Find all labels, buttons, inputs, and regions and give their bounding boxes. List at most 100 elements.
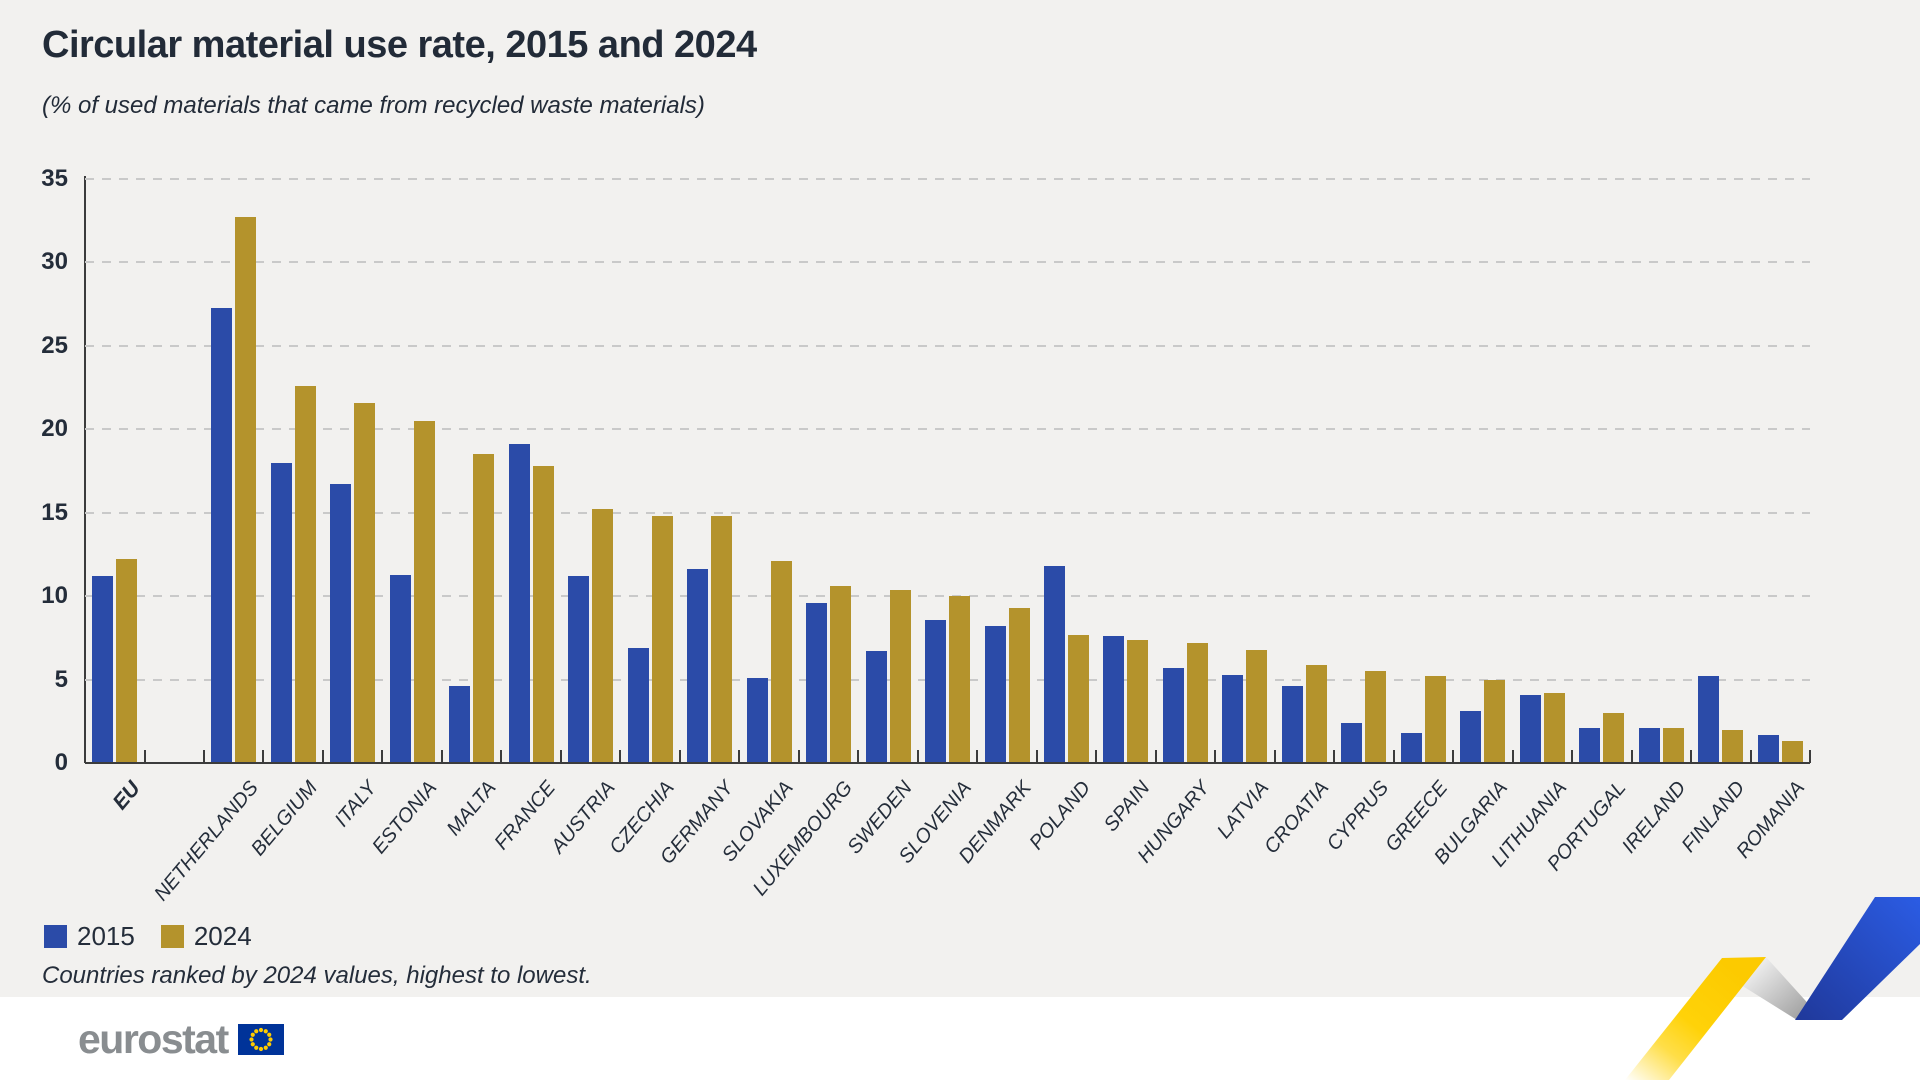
y-tick-label-35: 35 — [41, 165, 68, 192]
bar-2024-denmark — [1008, 607, 1030, 763]
bar-2024-bulgaria — [1484, 679, 1506, 763]
flag-star — [266, 1032, 272, 1037]
x-axis-tick — [738, 750, 741, 763]
x-axis-tick — [559, 750, 562, 763]
bar-2024-slovenia — [949, 596, 970, 763]
bar-2015-sweden — [865, 651, 887, 763]
x-axis-tick — [1511, 750, 1514, 763]
x-axis-tick — [916, 750, 919, 763]
y-tick-label-0: 0 — [54, 749, 68, 776]
bar-2015-hungary — [1162, 667, 1184, 763]
legend-label-2015: 2015 — [77, 921, 135, 951]
x-axis-tick — [1214, 750, 1217, 763]
chart-background-panel — [0, 0, 1920, 997]
eurostat-ribbon-decoration — [1625, 897, 1920, 1080]
bar-2015-ireland — [1638, 728, 1660, 763]
gridline-10 — [85, 595, 1810, 598]
bar-2015-lithuania — [1519, 694, 1541, 763]
bar-2015-france — [508, 444, 530, 763]
flag-star — [263, 1029, 268, 1034]
bar-2024-austria — [592, 509, 614, 763]
flag-star — [263, 1045, 268, 1050]
flag-star — [258, 1046, 263, 1052]
bar-2015-estonia — [389, 574, 411, 763]
gridline-25 — [85, 344, 1810, 347]
bar-2015-malta — [449, 686, 471, 763]
legend-item-2024: 2024 — [160, 921, 252, 952]
bar-2024-czechia — [651, 516, 673, 763]
bar-2024-greece — [1424, 676, 1446, 763]
gridline-30 — [85, 261, 1810, 264]
plot-area — [85, 178, 1811, 763]
gridline-35 — [85, 178, 1810, 180]
bar-2024-cyprus — [1365, 671, 1387, 763]
x-axis-tick — [262, 750, 265, 763]
flag-star — [258, 1027, 263, 1033]
bar-2015-bulgaria — [1460, 711, 1482, 763]
bar-2015-luxembourg — [806, 602, 827, 763]
eurostat-logo: eurostat — [78, 1016, 284, 1063]
ribbon-blue-band — [1795, 897, 1920, 1020]
x-axis-tick — [1809, 750, 1811, 763]
bar-2015-finland — [1698, 676, 1720, 763]
bar-2015-cyprus — [1341, 723, 1363, 763]
page-subtitle: (% of used materials that came from recy… — [42, 92, 705, 119]
x-axis-tick — [619, 750, 622, 763]
bar-2015-italy — [330, 484, 352, 763]
bar-2015-denmark — [984, 626, 1006, 763]
x-axis-tick — [1273, 750, 1276, 763]
legend-label-2024: 2024 — [193, 921, 252, 951]
gridline-5 — [85, 678, 1810, 681]
x-axis-tick — [1452, 750, 1455, 763]
flag-star — [253, 1045, 259, 1050]
bar-2015-spain — [1103, 636, 1125, 763]
bar-2024-finland — [1722, 729, 1744, 763]
bar-2015-austria — [568, 576, 590, 763]
bar-2024-portugal — [1603, 712, 1625, 763]
bar-2024-ireland — [1662, 728, 1684, 763]
flag-star — [253, 1029, 259, 1034]
y-tick-label-5: 5 — [54, 665, 68, 693]
bar-2015-netherlands — [211, 307, 233, 763]
bar-2015-croatia — [1281, 686, 1303, 763]
bar-2024-spain — [1127, 639, 1149, 763]
flag-star — [268, 1037, 273, 1042]
x-axis-tick — [797, 750, 800, 763]
bar-2015-poland — [1044, 566, 1065, 763]
flag-star — [250, 1042, 255, 1047]
bar-2024-romania — [1781, 741, 1803, 763]
x-axis-tick — [678, 750, 681, 763]
x-axis-tick — [500, 750, 503, 763]
flag-star — [250, 1032, 255, 1037]
bar-2024-luxembourg — [830, 586, 851, 763]
x-axis-tick — [1333, 750, 1336, 763]
ribbon-yellow-band — [1625, 957, 1766, 1080]
bar-2015-czechia — [627, 647, 649, 763]
x-axis-tick — [1035, 750, 1038, 763]
ribbon-fold-gray — [1741, 957, 1823, 1020]
legend: 2015 2024 — [44, 921, 252, 952]
flag-star — [266, 1042, 272, 1047]
y-tick-label-30: 30 — [41, 248, 68, 276]
x-axis-tick — [1392, 750, 1395, 763]
legend-swatch-2015 — [44, 925, 67, 948]
y-tick-label-10: 10 — [41, 582, 68, 610]
x-axis-tick — [203, 750, 205, 763]
x-axis-baseline — [85, 762, 1810, 764]
gridline-20 — [85, 428, 1810, 431]
bar-2015-eu — [92, 576, 114, 763]
x-axis-tick — [1690, 750, 1692, 763]
bar-2024-netherlands — [235, 217, 257, 763]
x-axis-tick — [857, 750, 860, 763]
bar-2015-slovenia — [925, 619, 946, 763]
x-axis-tick — [1154, 750, 1157, 763]
flag-star — [249, 1037, 254, 1042]
bar-2024-poland — [1068, 634, 1089, 763]
y-tick-label-25: 25 — [41, 331, 68, 359]
bar-2024-malta — [473, 454, 495, 763]
x-axis-tick — [440, 750, 443, 763]
y-tick-label-15: 15 — [41, 498, 68, 526]
bar-2015-slovakia — [746, 677, 768, 763]
bar-2024-france — [532, 466, 554, 763]
